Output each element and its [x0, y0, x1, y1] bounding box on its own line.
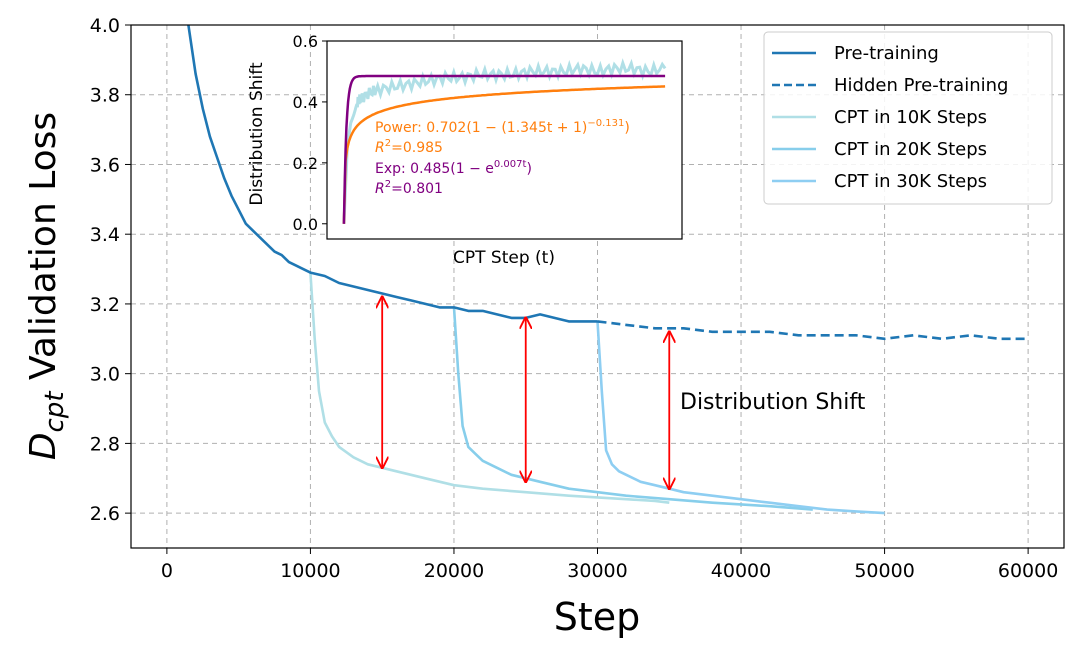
y-tick-label: 3.2	[90, 294, 120, 316]
x-tick-label: 60000	[998, 560, 1058, 582]
exp-fit-r2: R2=0.801	[375, 179, 443, 197]
inset-y-label: Distribution Shift	[247, 62, 267, 206]
legend: Pre-training Hidden Pre-training CPT in 10…	[763, 31, 1053, 205]
x-tick-label: 30000	[567, 560, 627, 582]
y-tick-label: 4.0	[90, 15, 120, 37]
y-tick-label: 3.4	[90, 224, 120, 246]
y-axis-label-rest: Validation Loss	[23, 112, 64, 392]
y-tick-label: 3.8	[90, 85, 120, 107]
inset-frame	[326, 40, 683, 240]
power-fit-r2-value: =0.985	[391, 140, 443, 156]
y-axis-label: Dcpt Validation Loss	[23, 112, 70, 460]
x-tick-label: 0	[161, 560, 173, 582]
inset-exp-fit-line	[342, 74, 666, 224]
y-tick-label: 2.8	[90, 433, 120, 455]
inset-series	[342, 58, 667, 224]
legend-label: CPT in 20K Steps	[834, 139, 987, 160]
exp-fit-exponent: 0.007t	[494, 159, 527, 170]
legend-label: CPT in 10K Steps	[834, 107, 987, 128]
x-axis-label: Step	[554, 595, 641, 639]
exp-fit-label: Exp: 0.485(1 − e	[375, 161, 494, 177]
inset-chart: 0.0 0.2 0.4 0.6 CPT Step (t) Distribution S…	[247, 32, 683, 268]
inset-x-label: CPT Step (t)	[453, 248, 555, 268]
series-line-hidden-pre-training	[597, 320, 1029, 341]
legend-label: CPT in 30K Steps	[834, 171, 987, 192]
inset-observed-line	[342, 58, 667, 224]
x-tick-label: 20000	[424, 560, 484, 582]
inset-y-tick-label: 0.0	[293, 215, 318, 234]
inset-power-fit-line	[342, 85, 666, 224]
exp-fit-formula: Exp: 0.485(1 − e0.007t)	[375, 159, 532, 177]
power-fit-exponent: −0.131	[587, 118, 624, 129]
distribution-shift-annotation: Distribution Shift	[680, 390, 866, 415]
main-ticks: 0 10000 20000 30000 40000 50000 60000 2.6 2.8 3.0…	[90, 15, 1059, 582]
exp-fit-label-end: )	[526, 161, 531, 177]
series-line-cpt-in-10k-steps	[309, 272, 670, 504]
y-tick-label: 3.6	[90, 154, 120, 176]
series-line-pre-training	[187, 25, 598, 323]
y-axis-label-main: D	[23, 432, 64, 460]
x-tick-label: 40000	[711, 560, 771, 582]
legend-label: Hidden Pre-training	[834, 75, 1008, 96]
series-line-cpt-in-20k-steps	[452, 307, 813, 511]
x-tick-label: 50000	[854, 560, 914, 582]
inset-y-tick-label: 0.2	[293, 154, 318, 173]
y-axis-label-sub: cpt	[40, 391, 70, 433]
inset-y-tick-label: 0.4	[293, 93, 318, 112]
power-fit-r2: R2=0.985	[375, 138, 443, 156]
inset-ticks: 0.0 0.2 0.4 0.6	[293, 32, 327, 234]
y-tick-label: 2.6	[90, 503, 120, 525]
power-fit-label: Power: 0.702(1 − (1.345t + 1)	[375, 120, 587, 136]
inset-y-tick-label: 0.6	[293, 32, 318, 51]
legend-label: Pre-training	[834, 43, 939, 64]
power-fit-label-end: )	[624, 120, 629, 136]
legend-box	[763, 31, 1053, 205]
exp-fit-r2-value: =0.801	[391, 181, 443, 197]
power-fit-formula: Power: 0.702(1 − (1.345t + 1)−0.131)	[375, 118, 630, 136]
distribution-shift-arrows	[382, 297, 669, 489]
x-tick-label: 10000	[280, 560, 340, 582]
y-tick-label: 3.0	[90, 364, 120, 386]
